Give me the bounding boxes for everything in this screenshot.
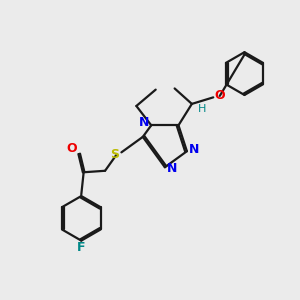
Text: H: H [198, 104, 206, 114]
Text: F: F [77, 241, 86, 254]
Text: N: N [139, 116, 149, 129]
Text: O: O [214, 89, 225, 102]
Text: N: N [189, 143, 200, 156]
Text: S: S [110, 148, 119, 160]
Text: N: N [167, 162, 178, 175]
Text: O: O [67, 142, 77, 155]
